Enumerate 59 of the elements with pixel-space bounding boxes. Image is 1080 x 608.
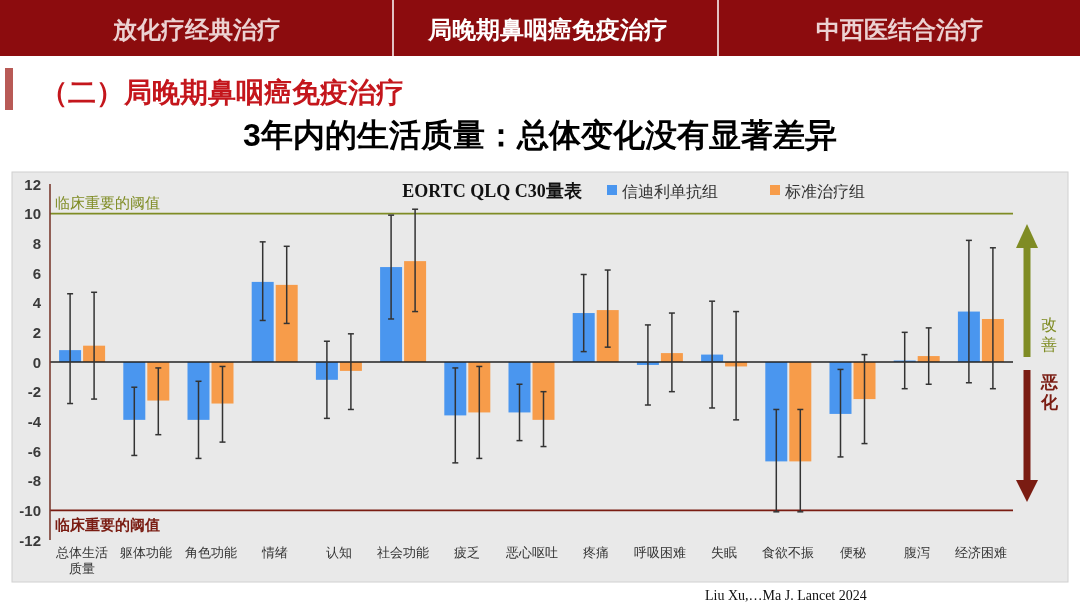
x-tick-label: 便秘 [839,545,866,560]
x-tick-label: 社会功能 [377,545,430,560]
x-tick-label: 食欲不振 [762,545,815,560]
text: （二）局晚期鼻咽癌免疫治疗 [40,77,404,108]
bar [251,281,274,362]
chart-title: 3年内的生活质量：总体变化没有显著差异 [243,117,837,153]
x-tick-label: 总体生活质量 [55,545,109,576]
text: 恶化 [1039,373,1059,412]
bar [765,362,788,462]
bar [211,362,234,404]
ref-line-label: 临床重要的阈值 [55,516,160,534]
y-tick-label: 8 [32,234,41,252]
y-tick-label: 0 [32,353,41,371]
bar [147,362,170,401]
text: 局晚期鼻咽癌免疫治疗 [427,16,668,43]
x-tick-label: 躯体功能 [120,545,173,560]
text: 放化疗经典治疗 [112,16,281,43]
bar [596,310,619,362]
text: 中西医结合治疗 [816,16,984,43]
y-tick-label: -8 [27,472,41,490]
x-tick-label: 腹泻 [903,545,930,560]
bar [532,362,555,420]
bar [275,284,298,362]
legend-label: 信迪利单抗组 [622,182,718,200]
x-tick-label: 角色功能 [184,545,237,560]
bar [380,267,403,362]
y-tick-label: -2 [27,383,41,401]
y-tick-label: -4 [27,412,42,430]
y-tick-label: 2 [32,323,41,341]
bar [853,362,876,400]
x-tick-label: 情绪 [260,545,288,560]
bar [187,362,210,420]
chart-subtitle: EORTC QLQ C30量表 [402,181,582,201]
bar [829,362,852,414]
bar [508,362,531,413]
bar [468,362,491,413]
x-tick-label: 疼痛 [582,545,609,560]
bar [444,362,467,416]
y-tick-label: 6 [32,264,41,282]
bar [789,362,812,462]
y-tick-label: 10 [24,205,41,223]
x-tick-label: 呼吸困难 [633,545,686,560]
y-tick-label: 4 [32,294,42,312]
legend-label: 标准治疗组 [784,182,865,200]
bar [572,313,595,362]
y-tick-label: -10 [19,501,41,519]
ref-line-label: 临床重要的阈值 [55,193,160,211]
x-tick-label: 失眠 [711,545,738,560]
y-tick-label: -12 [19,531,41,549]
x-tick-label: 经济困难 [954,545,1007,560]
y-tick-label: 12 [24,175,41,193]
x-tick-label: 疲乏 [454,545,481,560]
x-tick-label: 恶心呕吐 [504,545,558,560]
y-tick-label: -6 [27,442,41,460]
bar [404,261,427,362]
text: Liu Xu,…Ma J. Lancet 2024 [705,588,867,603]
bar [123,362,146,420]
x-tick-label: 认知 [325,545,352,560]
text: 改善 [1041,316,1057,353]
